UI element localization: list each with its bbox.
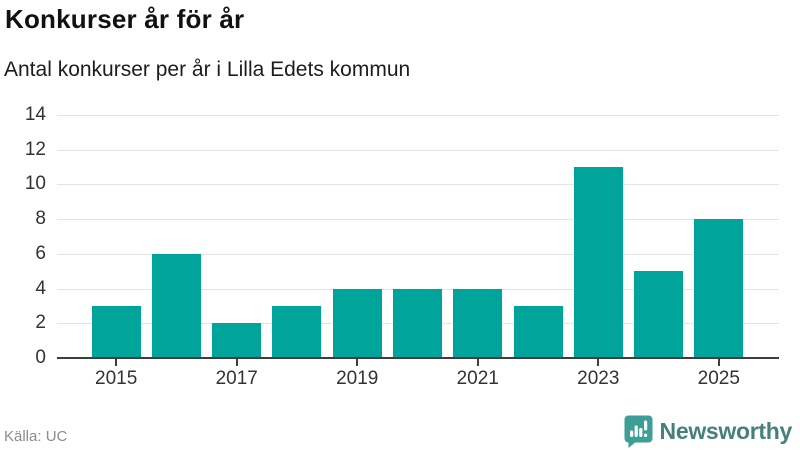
chart-title: Konkurser år för år bbox=[5, 4, 245, 34]
bar-2016 bbox=[151, 253, 201, 358]
y-tick-label: 10 bbox=[24, 173, 46, 195]
y-tick-label: 12 bbox=[24, 138, 46, 160]
y-tick-label: 0 bbox=[35, 347, 46, 368]
y-tick-label: 8 bbox=[35, 208, 46, 230]
x-tick-label: 2025 bbox=[697, 368, 740, 389]
newsworthy-logo: Newsworthy bbox=[624, 415, 792, 448]
bar-2017 bbox=[212, 323, 262, 358]
bar-2024 bbox=[634, 271, 684, 358]
y-tick-label: 14 bbox=[24, 104, 46, 125]
gridline-y8 bbox=[57, 219, 779, 221]
x-tick-label: 2021 bbox=[456, 368, 499, 389]
gridline-y10 bbox=[57, 184, 779, 186]
x-tick bbox=[356, 359, 359, 366]
x-tick-label: 2017 bbox=[215, 368, 258, 389]
y-tick-label: 6 bbox=[35, 242, 46, 264]
gridline-y6 bbox=[57, 253, 779, 255]
y-tick-label: 2 bbox=[35, 312, 46, 334]
y-tick-label: 4 bbox=[35, 277, 46, 299]
x-tick-label: 2015 bbox=[95, 368, 138, 389]
chart-subtitle: Antal konkurser per år i Lilla Edets kom… bbox=[4, 58, 411, 81]
bar-2021 bbox=[453, 288, 503, 358]
x-tick-label: 2023 bbox=[577, 368, 620, 389]
x-tick bbox=[717, 359, 720, 366]
bar-2018 bbox=[272, 305, 322, 358]
x-axis-line bbox=[57, 357, 779, 359]
gridline-y12 bbox=[57, 149, 779, 151]
x-tick bbox=[115, 359, 118, 366]
bar-2023 bbox=[573, 167, 623, 358]
source-note: Källa: UC bbox=[4, 428, 68, 445]
x-tick-label: 2019 bbox=[336, 368, 379, 389]
x-tick bbox=[597, 359, 600, 366]
x-tick bbox=[476, 359, 479, 366]
bar-2015 bbox=[91, 305, 141, 358]
gridline-y14 bbox=[57, 115, 779, 116]
bar-2025 bbox=[694, 219, 744, 358]
newsworthy-icon bbox=[624, 415, 653, 448]
newsworthy-wordmark: Newsworthy bbox=[659, 418, 793, 444]
bar-2022 bbox=[513, 305, 563, 358]
bar-2020 bbox=[393, 288, 442, 358]
bar-2019 bbox=[332, 288, 382, 358]
x-tick bbox=[235, 359, 238, 366]
